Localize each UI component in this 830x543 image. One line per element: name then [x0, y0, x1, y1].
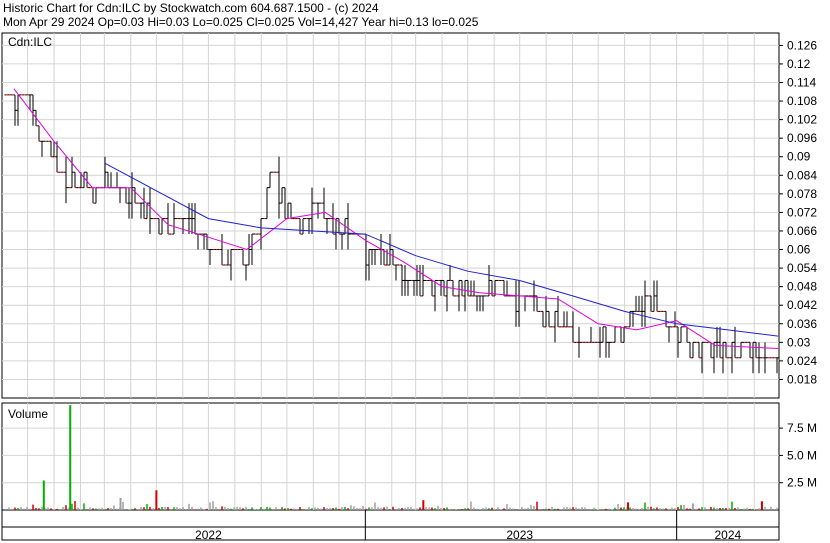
- price-panel-border: [1, 32, 780, 399]
- chart-header-line-1: Historic Chart for Cdn:ILC by Stockwatch…: [3, 1, 379, 15]
- price-tick-label: 0.072: [787, 205, 817, 219]
- price-tick-label: 0.078: [787, 187, 817, 201]
- ma-long-line: [104, 162, 779, 337]
- volume-tick-label: 5.0 M: [787, 448, 817, 462]
- time-axis-border: [1, 509, 780, 541]
- moving-averages: [13, 88, 779, 349]
- time-axis: 2022 2023 2024: [195, 510, 741, 542]
- price-tick-label: 0.054: [787, 261, 817, 275]
- price-tick-label: 0.108: [787, 94, 817, 108]
- price-gridlines: [2, 33, 779, 398]
- year-label: 2023: [506, 528, 533, 542]
- price-tick-label: 0.126: [787, 38, 817, 52]
- price-tick-label: 0.114: [787, 75, 816, 89]
- volume-y-axis: 2.5 M 5.0 M 7.5 M: [779, 421, 817, 490]
- volume-tick-label: 7.5 M: [787, 421, 817, 435]
- price-tick-label: 0.03: [787, 335, 811, 349]
- price-tick-label: 0.066: [787, 224, 817, 238]
- symbol-label: Cdn:ILC: [8, 35, 52, 49]
- price-tick-label: 0.06: [787, 243, 811, 257]
- volume-label: Volume: [8, 407, 48, 421]
- price-y-axis: 0.018 0.024 0.03 0.036 0.042 0.048 0.054 0.06 0.…: [779, 38, 817, 386]
- volume-panel-border: [1, 402, 780, 511]
- price-tick-label: 0.036: [787, 317, 817, 331]
- price-tick-label: 0.024: [787, 354, 817, 368]
- price-tick-label: 0.018: [787, 372, 817, 386]
- price-tick-label: 0.096: [787, 131, 817, 145]
- price-tick-label: 0.102: [787, 113, 817, 127]
- year-label: 2022: [195, 528, 222, 542]
- volume-gridlines: [2, 403, 779, 510]
- price-tick-label: 0.084: [787, 168, 817, 182]
- ma-short-line: [13, 88, 779, 349]
- price-tick-label: 0.048: [787, 280, 817, 294]
- chart-header-line-2: Mon Apr 29 2024 Op=0.03 Hi=0.03 Lo=0.025…: [3, 15, 479, 29]
- price-tick-label: 0.12: [787, 57, 811, 71]
- volume-bars: [5, 405, 778, 510]
- volume-tick-label: 2.5 M: [787, 476, 817, 490]
- price-tick-label: 0.042: [787, 298, 817, 312]
- price-tick-label: 0.09: [787, 150, 811, 164]
- year-label: 2024: [714, 528, 741, 542]
- chart-frame: [1, 32, 780, 541]
